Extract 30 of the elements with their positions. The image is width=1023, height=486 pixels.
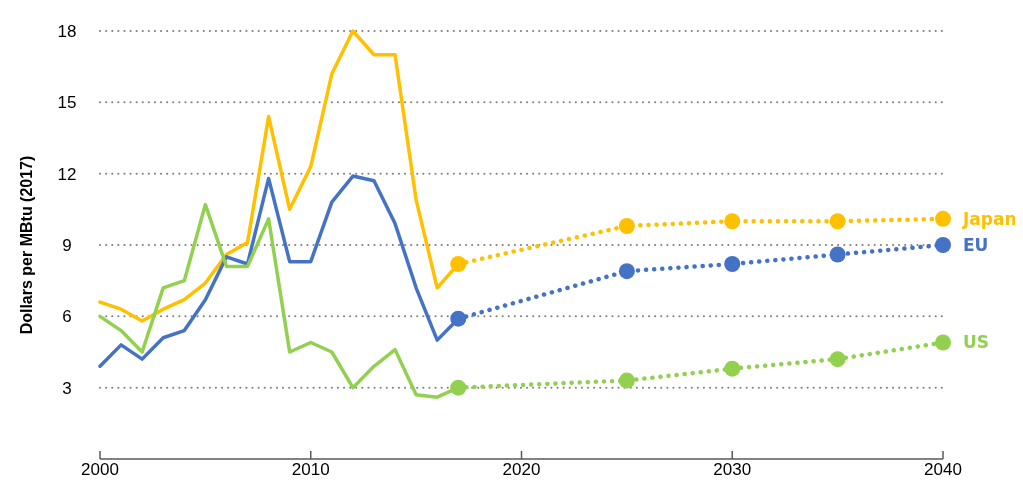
x-tick-label: 2030 <box>713 460 752 479</box>
x-tick-label: 2040 <box>924 460 962 479</box>
x-tick-label: 2000 <box>81 460 119 479</box>
point <box>724 256 741 273</box>
point <box>450 379 467 396</box>
y-tick-label: 6 <box>62 307 72 327</box>
y-tick-label: 12 <box>57 164 77 184</box>
point <box>724 213 741 230</box>
point <box>829 213 846 230</box>
y-tick-label: 9 <box>62 235 72 255</box>
point <box>618 263 635 280</box>
point <box>935 334 951 351</box>
y-tick-label: 3 <box>62 378 72 398</box>
series-label: Japan <box>962 208 1017 229</box>
point <box>618 372 635 389</box>
point <box>450 310 467 327</box>
series-label: US <box>963 332 990 353</box>
series-label: EU <box>963 234 989 255</box>
point <box>935 237 951 253</box>
point <box>450 256 467 273</box>
y-tick-label: 15 <box>57 93 77 113</box>
point <box>829 246 846 263</box>
x-tick-label: 2010 <box>291 460 330 479</box>
y-tick-label: 18 <box>57 21 77 41</box>
x-tick-label: 2020 <box>502 460 541 479</box>
y-axis-title: Dollars per MBtu (2017) <box>18 155 35 335</box>
point <box>829 351 846 368</box>
point <box>724 360 741 377</box>
point <box>618 217 635 234</box>
point <box>935 210 951 227</box>
